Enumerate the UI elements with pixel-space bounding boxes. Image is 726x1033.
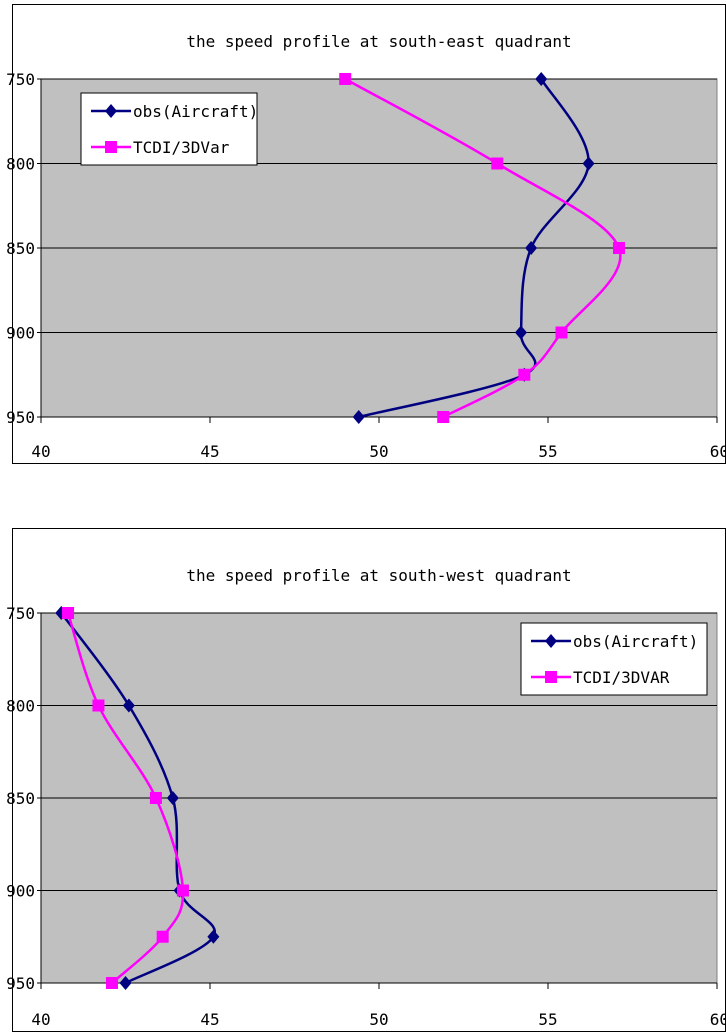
square-marker bbox=[149, 792, 162, 804]
chart-sw-svg: the speed profile at south-west quadrant… bbox=[6, 566, 726, 1029]
square-marker bbox=[156, 930, 169, 943]
legend-swatch-marker bbox=[105, 104, 117, 118]
x-tick-label: 45 bbox=[200, 442, 219, 461]
square-marker bbox=[491, 157, 504, 170]
chart-se-quadrant: the speed profile at south-east quadrant… bbox=[6, 4, 726, 464]
y-tick-label: 800 bbox=[6, 155, 35, 174]
square-marker bbox=[437, 411, 450, 423]
x-tick-label: 45 bbox=[200, 1010, 219, 1029]
square-marker bbox=[555, 326, 568, 339]
y-tick-label: 750 bbox=[6, 604, 35, 623]
square-marker bbox=[612, 242, 625, 254]
y-tick-label: 850 bbox=[6, 239, 35, 258]
chart-title: the speed profile at south-west quadrant bbox=[186, 566, 571, 585]
diamond-marker bbox=[207, 929, 220, 944]
diamond-marker bbox=[119, 976, 132, 990]
square-marker bbox=[62, 607, 75, 619]
legend-label: obs(Aircraft) bbox=[133, 102, 258, 121]
chart-se-svg: the speed profile at south-east quadrant… bbox=[6, 32, 726, 461]
x-tick-label: 50 bbox=[369, 1010, 388, 1029]
legend-label: TCDI/3DVAR bbox=[573, 668, 670, 687]
series-obs bbox=[352, 72, 595, 424]
square-marker bbox=[339, 73, 352, 85]
chart-sw-quadrant: the speed profile at south-west quadrant… bbox=[6, 528, 726, 1032]
diamond-marker bbox=[582, 156, 595, 171]
y-tick-label: 950 bbox=[6, 408, 35, 427]
square-marker bbox=[105, 977, 118, 989]
series-line bbox=[60, 612, 217, 985]
legend: obs(Aircraft) TCDI/3DVAR bbox=[520, 622, 708, 696]
diamond-marker bbox=[166, 791, 179, 805]
series-tcdi bbox=[339, 73, 625, 423]
legend-label: obs(Aircraft) bbox=[573, 632, 698, 651]
y-tick-label: 750 bbox=[6, 70, 35, 89]
diamond-marker bbox=[122, 698, 135, 713]
y-tick-label: 800 bbox=[6, 697, 35, 716]
x-tick-label: 60 bbox=[710, 442, 726, 461]
y-tick-label: 950 bbox=[6, 974, 35, 993]
x-tick-label: 55 bbox=[538, 1010, 557, 1029]
x-tick-label: 40 bbox=[31, 1010, 50, 1029]
legend-label: TCDI/3DVar bbox=[133, 138, 230, 157]
y-tick-label: 900 bbox=[6, 882, 35, 901]
diamond-marker bbox=[352, 410, 365, 424]
x-tick-label: 50 bbox=[369, 442, 388, 461]
x-tick-label: 55 bbox=[538, 442, 557, 461]
x-tick-label: 60 bbox=[710, 1010, 726, 1029]
diamond-marker bbox=[535, 72, 548, 86]
square-marker bbox=[176, 884, 189, 897]
legend-swatch-marker bbox=[545, 634, 557, 648]
diamond-marker bbox=[525, 241, 538, 255]
series-tcdi bbox=[62, 607, 189, 989]
diamond-marker bbox=[514, 325, 527, 340]
y-tick-label: 900 bbox=[6, 324, 35, 343]
chart-title: the speed profile at south-east quadrant bbox=[186, 32, 571, 51]
series-line bbox=[358, 78, 590, 419]
y-tick-label: 850 bbox=[6, 789, 35, 808]
legend-swatch-marker bbox=[105, 141, 117, 153]
legend: obs(Aircraft) TCDI/3DVar bbox=[80, 92, 258, 166]
legend-swatch-marker bbox=[545, 671, 557, 683]
square-marker bbox=[518, 368, 531, 381]
x-tick-label: 40 bbox=[31, 442, 50, 461]
square-marker bbox=[92, 699, 105, 712]
